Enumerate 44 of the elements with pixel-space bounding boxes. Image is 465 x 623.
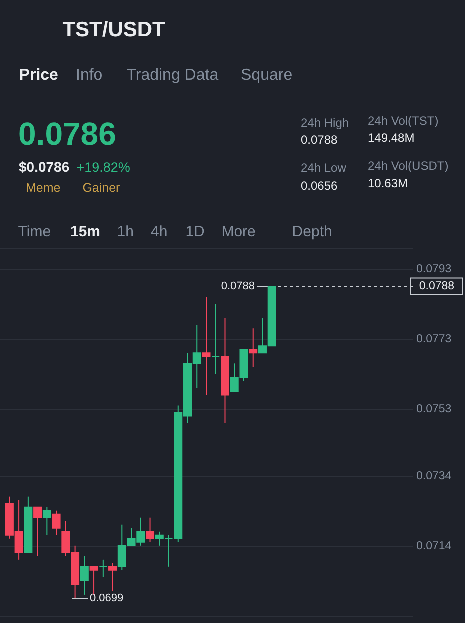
- text: Info: [76, 67, 103, 84]
- text: 10.63M: [368, 176, 408, 190]
- candlestick: [249, 328, 258, 368]
- text: Time: [18, 224, 52, 240]
- text: Gainer: [82, 181, 120, 195]
- text: 0.0786: [18, 116, 116, 152]
- candlestick: [34, 506, 42, 557]
- candlestick: [90, 566, 98, 596]
- text: More: [222, 224, 256, 240]
- text: 0.0656: [301, 179, 338, 193]
- y-tick-label: 0.0793: [416, 264, 452, 276]
- candlestick: [108, 562, 118, 592]
- y-tick-label: 0.0753: [416, 404, 452, 416]
- text: 4h: [151, 224, 168, 240]
- text: 1h: [117, 224, 134, 240]
- text: 24h High: [301, 116, 350, 130]
- candlestick: [42, 506, 52, 536]
- y-tick-label: 0.0773: [416, 334, 452, 346]
- text: 0.0788: [301, 133, 338, 147]
- text: Depth: [292, 224, 332, 240]
- text: Trading Data: [126, 67, 219, 84]
- text: $0.0786: [19, 159, 70, 175]
- text: 149.48M: [368, 131, 415, 145]
- candlestick: [146, 517, 155, 543]
- candlestick: [212, 304, 220, 375]
- candlestick: [52, 510, 61, 536]
- text: Price: [19, 67, 59, 84]
- annotation: 0.0788: [221, 280, 255, 293]
- candlestick: [99, 559, 108, 578]
- y-tick-label: 0.0734: [416, 470, 452, 482]
- ref-line-label: 0.0788: [419, 280, 455, 293]
- y-tick-label: 0.0714: [416, 540, 452, 552]
- text: Meme: [26, 181, 61, 195]
- text: 24h Vol(USDT): [368, 159, 449, 173]
- annotation: 0.0699: [90, 592, 124, 604]
- text: 24h Low: [301, 161, 347, 175]
- text: +19.82%: [76, 160, 130, 175]
- chart-title: TST/USDT: [62, 18, 166, 42]
- candlestick: [80, 556, 89, 596]
- text: 1D: [186, 224, 206, 240]
- text: 24h Vol(TST): [368, 114, 439, 128]
- text: 15m: [70, 224, 101, 240]
- candlestick: [202, 296, 211, 396]
- text: Square: [241, 67, 293, 84]
